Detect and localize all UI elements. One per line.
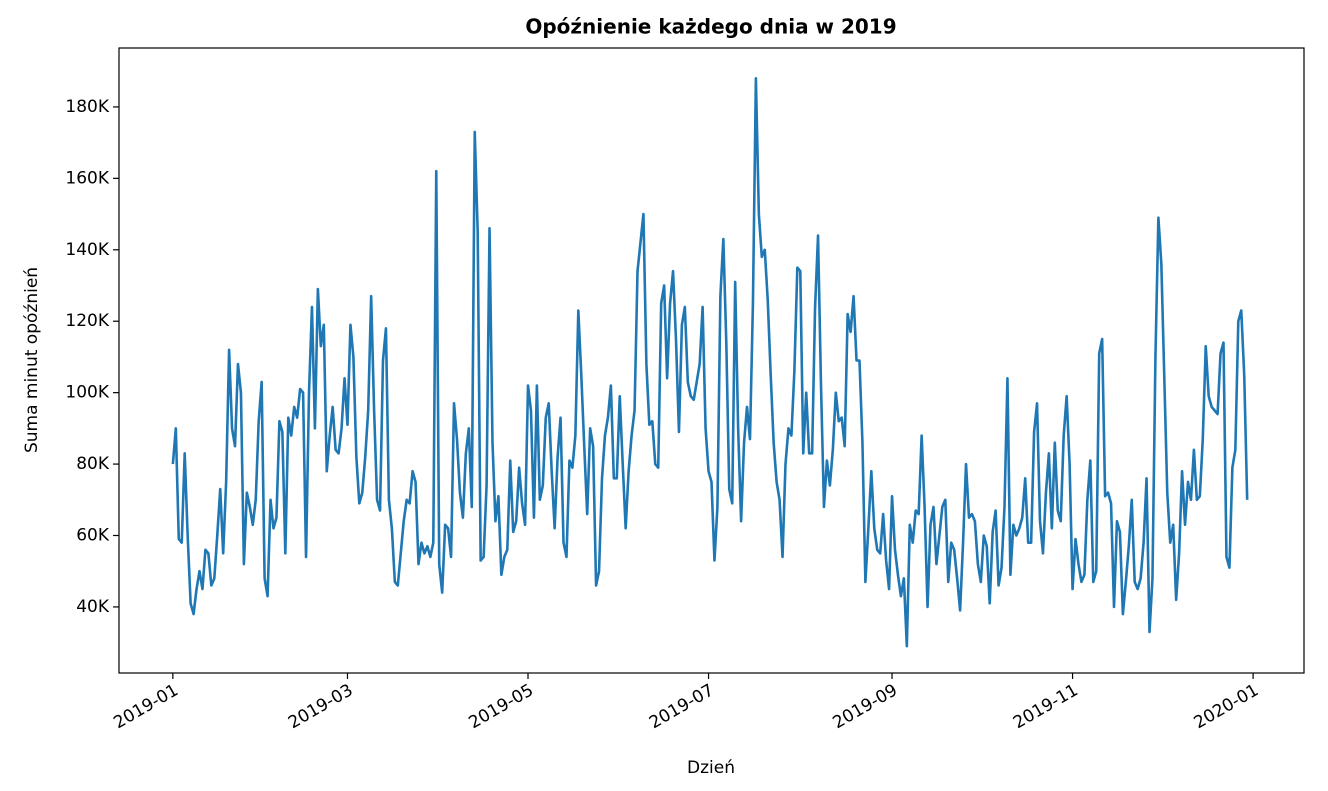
x-tick-label: 2019-11 [1010, 680, 1082, 733]
x-tick-label: 2019-01 [110, 680, 182, 733]
y-tick-label: 100K [65, 383, 109, 403]
x-tick-label: 2019-05 [465, 680, 537, 733]
y-tick-label: 80K [76, 454, 110, 474]
y-tick-label: 160K [65, 168, 109, 188]
data-line [171, 77, 1249, 648]
x-axis-label: Dzień [687, 758, 735, 778]
x-tick-label: 2019-07 [646, 680, 718, 733]
x-tick-label: 2019-09 [830, 680, 902, 733]
y-axis-label: Suma minut opóźnień [22, 267, 42, 453]
y-tick-label: 60K [76, 526, 110, 546]
y-tick-label: 180K [65, 97, 109, 117]
chart-title: Opóźnienie każdego dnia w 2019 [525, 15, 896, 39]
y-tick-label: 40K [76, 597, 110, 617]
y-tick-label: 140K [65, 240, 109, 260]
y-tick-label: 120K [65, 311, 109, 331]
plot-frame [118, 47, 1305, 674]
x-tick-label: 2020-01 [1191, 680, 1263, 733]
x-tick-label: 2019-03 [285, 680, 357, 733]
